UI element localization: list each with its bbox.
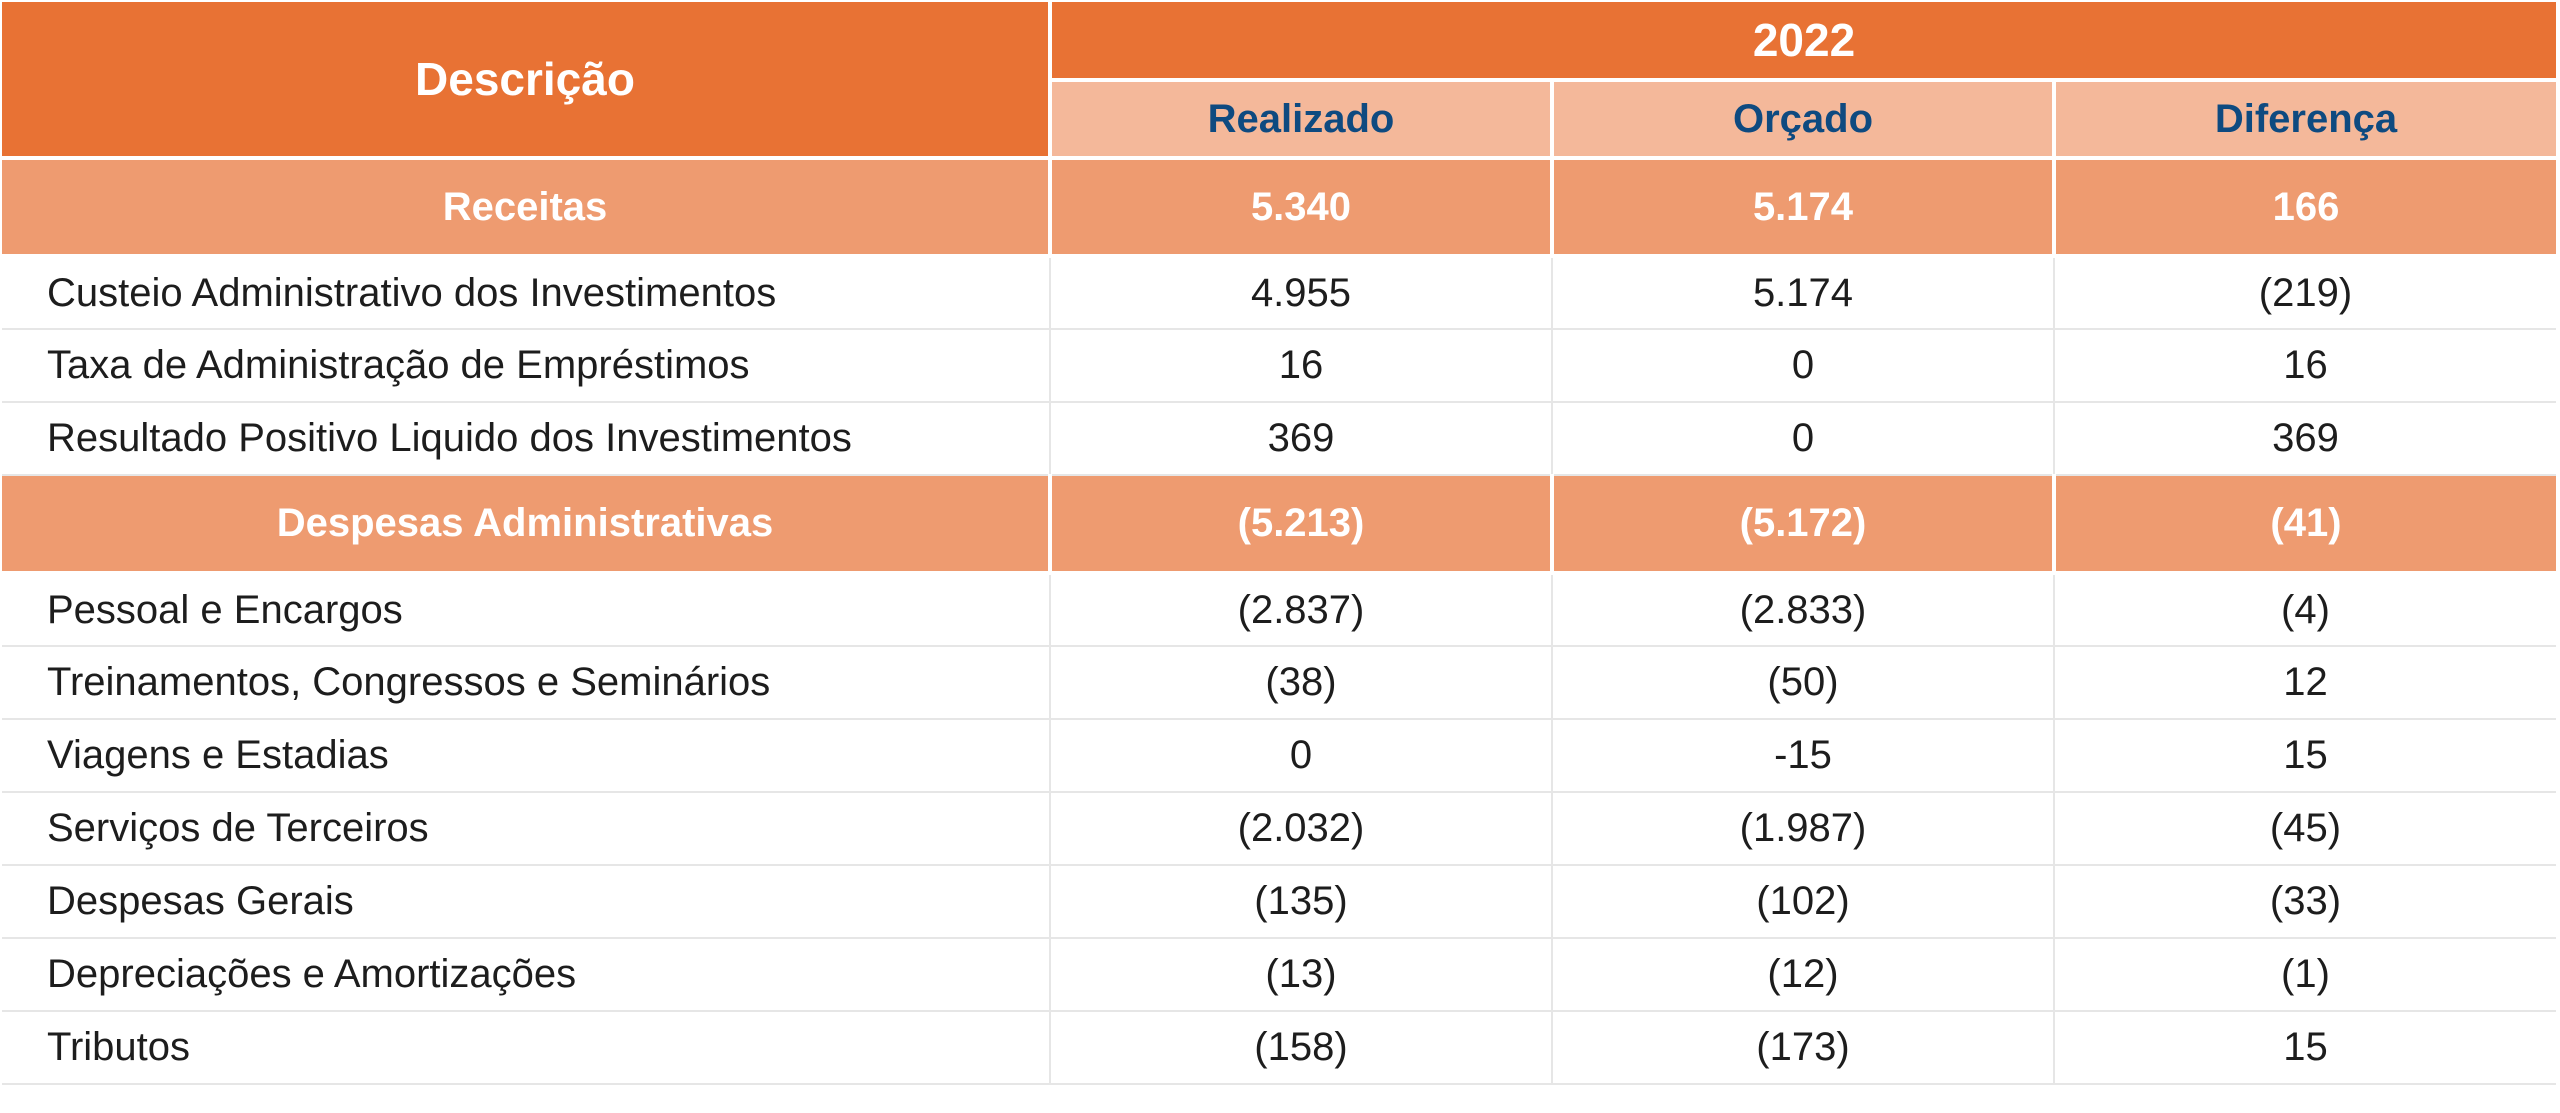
row-orcado: (1.987) <box>1551 792 2054 866</box>
row-orcado: (12) <box>1551 938 2054 1012</box>
row-realizado: (158) <box>1049 1011 1552 1085</box>
row-orcado: (102) <box>1551 865 2054 939</box>
row-orcado: (50) <box>1551 646 2054 720</box>
section-realizado: 5.340 <box>1048 158 1552 258</box>
row-diferenca: (33) <box>2053 865 2556 939</box>
row-diferenca: 15 <box>2053 719 2556 793</box>
table-row: Viagens e Estadias 0 -15 15 <box>2 719 2556 793</box>
header-diferenca: Diferença <box>2052 80 2556 160</box>
table-row: Serviços de Terceiros (2.032) (1.987) (4… <box>2 792 2556 866</box>
row-diferenca: (4) <box>2053 573 2556 647</box>
row-diferenca: 12 <box>2053 646 2556 720</box>
table-row: Despesas Gerais (135) (102) (33) <box>2 865 2556 939</box>
section-title: Receitas <box>2 158 1050 258</box>
table-row: Taxa de Administração de Empréstimos 16 … <box>2 329 2556 403</box>
row-label: Pessoal e Encargos <box>2 573 1050 647</box>
row-orcado: 0 <box>1551 329 2054 403</box>
table-row: Treinamentos, Congressos e Seminários (3… <box>2 646 2556 720</box>
row-realizado: 0 <box>1049 719 1552 793</box>
table-row: Custeio Administrativo dos Investimentos… <box>2 256 2556 330</box>
row-diferenca: 15 <box>2053 1011 2556 1085</box>
row-diferenca: (1) <box>2053 938 2556 1012</box>
row-realizado: 369 <box>1049 402 1552 476</box>
row-label: Tributos <box>2 1011 1050 1085</box>
row-realizado: (2.837) <box>1049 573 1552 647</box>
section-row-receitas: Receitas 5.340 5.174 166 <box>2 158 2556 258</box>
row-realizado: (38) <box>1049 646 1552 720</box>
row-label: Custeio Administrativo dos Investimentos <box>2 256 1050 330</box>
header-description: Descrição <box>2 2 1052 160</box>
section-title: Despesas Administrativas <box>2 475 1050 575</box>
section-orcado: (5.172) <box>1550 475 2054 575</box>
header-orcado: Orçado <box>1550 80 2054 160</box>
row-realizado: (135) <box>1049 865 1552 939</box>
row-label: Viagens e Estadias <box>2 719 1050 793</box>
row-orcado: -15 <box>1551 719 2054 793</box>
section-row-despesas: Despesas Administrativas (5.213) (5.172)… <box>2 475 2556 575</box>
table-row: Depreciações e Amortizações (13) (12) (1… <box>2 938 2556 1012</box>
row-diferenca: (45) <box>2053 792 2556 866</box>
table-row: Resultado Positivo Liquido dos Investime… <box>2 402 2556 476</box>
row-label: Treinamentos, Congressos e Seminários <box>2 646 1050 720</box>
row-realizado: (13) <box>1049 938 1552 1012</box>
row-label: Serviços de Terceiros <box>2 792 1050 866</box>
row-diferenca: 369 <box>2053 402 2556 476</box>
row-realizado: 16 <box>1049 329 1552 403</box>
section-realizado: (5.213) <box>1048 475 1552 575</box>
row-label: Despesas Gerais <box>2 865 1050 939</box>
header-realizado: Realizado <box>1048 80 1552 160</box>
row-orcado: 5.174 <box>1551 256 2054 330</box>
section-diferenca: 166 <box>2052 158 2556 258</box>
row-realizado: (2.032) <box>1049 792 1552 866</box>
header-year: 2022 <box>1050 2 2556 82</box>
section-orcado: 5.174 <box>1550 158 2054 258</box>
row-label: Depreciações e Amortizações <box>2 938 1050 1012</box>
table-row: Pessoal e Encargos (2.837) (2.833) (4) <box>2 573 2556 647</box>
row-label: Taxa de Administração de Empréstimos <box>2 329 1050 403</box>
budget-table: Descrição 2022 Realizado Orçado Diferenç… <box>2 2 2556 1085</box>
row-orcado: 0 <box>1551 402 2054 476</box>
row-realizado: 4.955 <box>1049 256 1552 330</box>
section-diferenca: (41) <box>2052 475 2556 575</box>
row-label: Resultado Positivo Liquido dos Investime… <box>2 402 1050 476</box>
table-row: Tributos (158) (173) 15 <box>2 1011 2556 1085</box>
row-orcado: (173) <box>1551 1011 2054 1085</box>
row-diferenca: (219) <box>2053 256 2556 330</box>
row-orcado: (2.833) <box>1551 573 2054 647</box>
row-diferenca: 16 <box>2053 329 2556 403</box>
